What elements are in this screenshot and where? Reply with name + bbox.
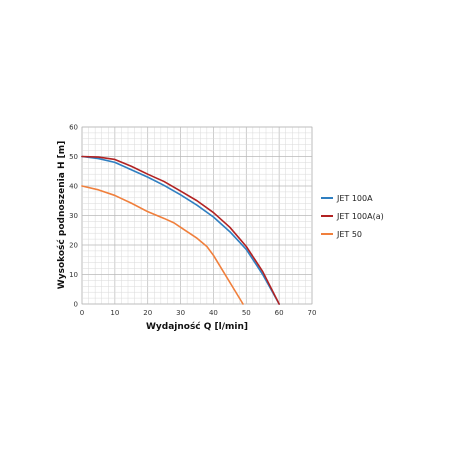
y-tick-label: 50 bbox=[69, 153, 78, 161]
x-tick-label: 40 bbox=[209, 309, 218, 317]
x-tick-label: 30 bbox=[176, 309, 185, 317]
x-tick-label: 0 bbox=[80, 309, 84, 317]
y-tick-label: 40 bbox=[69, 183, 78, 191]
series-line-3 bbox=[81, 185, 244, 305]
x-tick-label: 60 bbox=[275, 309, 284, 317]
series-line-1 bbox=[81, 155, 280, 305]
legend: JET 100A JET 100A(a) JET 50 bbox=[321, 194, 384, 239]
y-tick-label: 0 bbox=[74, 301, 78, 309]
legend-label: JET 100A(a) bbox=[336, 212, 384, 221]
legend-label: JET 50 bbox=[336, 230, 362, 239]
x-tick-label: 20 bbox=[143, 309, 152, 317]
series-lines bbox=[81, 155, 280, 305]
y-tick-label: 20 bbox=[69, 242, 78, 250]
x-tick-label: 70 bbox=[308, 309, 317, 317]
y-tick-label: 30 bbox=[69, 212, 78, 220]
series-line-2 bbox=[81, 155, 280, 305]
x-tick-label: 50 bbox=[242, 309, 251, 317]
tick-labels: 0 10 20 30 40 50 60 70 0 10 20 30 40 50 60 bbox=[69, 124, 316, 318]
y-tick-label: 10 bbox=[69, 271, 78, 279]
y-axis-title: Wysokość podnoszenia H [m] bbox=[56, 141, 67, 289]
legend-label: JET 100A bbox=[336, 194, 373, 203]
grid bbox=[81, 126, 313, 305]
y-tick-label: 60 bbox=[69, 124, 78, 132]
x-axis-title: Wydajność Q [l/min] bbox=[146, 321, 248, 332]
x-tick-label: 10 bbox=[110, 309, 119, 317]
